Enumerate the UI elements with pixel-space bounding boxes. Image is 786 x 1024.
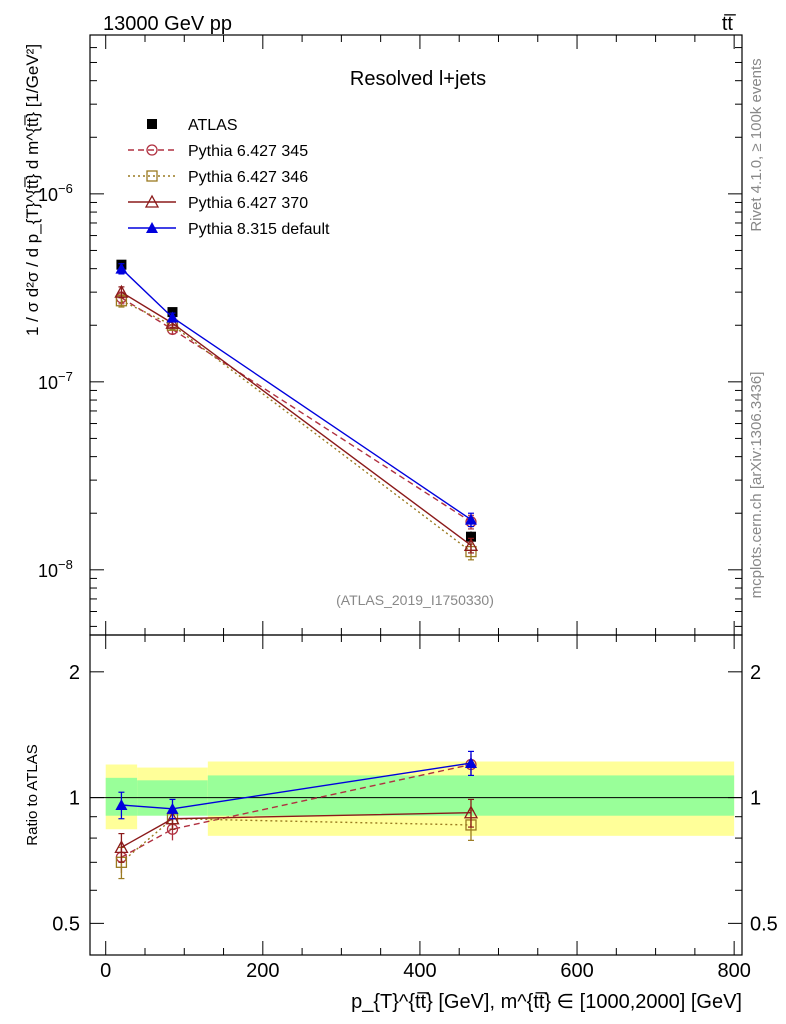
ratio-series-line-1 [120, 818, 472, 863]
ratio-axis-ticks: 0.5 0.5 1 1 2 2 0 200 400 600 800 [52, 635, 778, 982]
legend-label-2: Pythia 6.427 346 [188, 169, 308, 186]
ratio-data-point-3-2 [464, 757, 477, 769]
ratio-y-tick-label-left: 0.5 [52, 913, 80, 935]
main-data-point-4-2 [464, 513, 477, 525]
main-series-line-1 [121, 297, 472, 523]
ratio-y-tick-label-right: 1 [750, 788, 761, 810]
energy-label: 13000 GeV pp [103, 13, 232, 35]
legend-marker-3 [144, 194, 160, 208]
main-data-point-3-0 [114, 284, 129, 298]
analysis-label: (ATLAS_2019_I1750330) [336, 592, 494, 608]
main-y-tick-label: 10−6 [38, 181, 73, 205]
ratio-uncertainty-bands [105, 761, 735, 836]
x-tick-label: 0 [100, 960, 111, 982]
ratio-y-tick-label-right: 0.5 [750, 913, 778, 935]
main-data-point-4-0 [115, 262, 128, 274]
x-tick-label: 400 [403, 960, 436, 982]
main-y-tick-label: 10−7 [38, 369, 73, 393]
source-label: mcplots.cern.ch [arXiv:1306.3436] [748, 372, 765, 599]
main-data-point-0-2 [465, 531, 476, 542]
main-series-line-4 [120, 268, 472, 521]
ratio-data-point-3-1 [166, 802, 179, 814]
x-axis-label: p_{T}^{tt̅} [GeV], m^{tt̅} ∈ [1000,2000]… [351, 991, 742, 1013]
x-tick-label: 600 [560, 960, 593, 982]
main-title: Resolved l+jets [350, 68, 486, 90]
main-data-point-3-1 [165, 315, 180, 329]
legend-label-4: Pythia 8.315 default [188, 221, 330, 238]
ratio-data-point-2-0 [114, 840, 129, 854]
ratio-y-tick-label-left: 1 [69, 788, 80, 810]
legend-label-3: Pythia 6.427 370 [188, 195, 308, 212]
x-tick-label: 800 [717, 960, 750, 982]
legend-marker-2 [146, 170, 158, 182]
legend-marker-0 [147, 119, 157, 129]
ratio-y-tick-label-left: 2 [69, 662, 80, 684]
main-data-point-4-1 [166, 311, 179, 323]
main-y-axis-label: 1 / σ d²σ / d p_{T}^{tt̅} d m^{tt̅} [1/G… [23, 44, 42, 336]
ratio-series [114, 750, 479, 880]
main-y-tick-label: 10−8 [38, 557, 73, 581]
ratio-y-axis-label: Ratio to ATLAS [24, 744, 41, 845]
process-label: tt̅ [722, 13, 736, 35]
main-data-point-3-2 [463, 537, 479, 551]
rivet-label: Rivet 4.1.0, ≥ 100k events [748, 58, 765, 231]
legend: ATLAS Pythia 6.427 345 Pythia 6.427 346 Pyt… [128, 117, 330, 238]
main-series [114, 259, 479, 561]
main-axis-ticks: 10−8 10−7 10−6 [38, 34, 742, 635]
ratio-panel-frame [89, 634, 743, 956]
ratio-data-point-3-0 [115, 799, 128, 811]
main-series-line-2 [121, 300, 472, 553]
legend-marker-1 [146, 144, 158, 156]
legend-marker-4 [146, 222, 158, 233]
ratio-series-line-0 [121, 763, 472, 858]
ratio-data-point-2-2 [463, 805, 479, 819]
ratio-y-tick-label-right: 2 [750, 662, 761, 684]
legend-label-1: Pythia 6.427 345 [188, 143, 308, 160]
x-tick-label: 200 [246, 960, 279, 982]
legend-label-0: ATLAS [188, 117, 238, 134]
